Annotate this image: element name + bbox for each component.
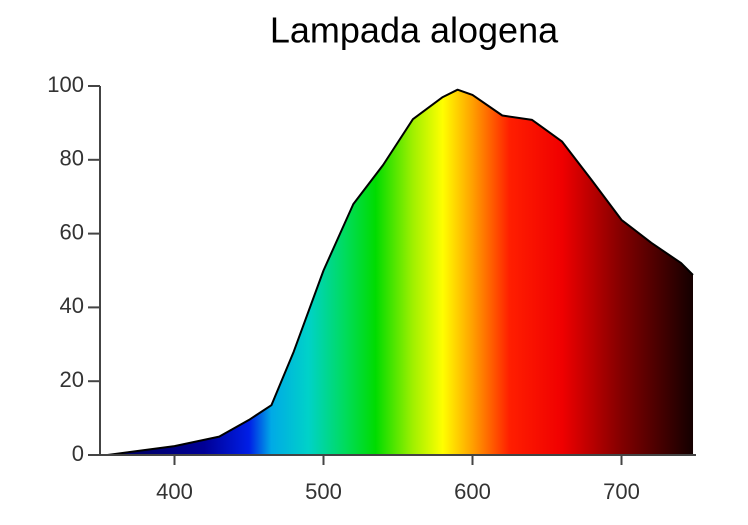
y-tick-label: 80 [60,146,84,171]
area-line [107,88,694,456]
x-tick-label: 400 [156,479,193,504]
y-tick-label: 100 [47,72,84,97]
y-tick-label: 20 [60,367,84,392]
y-tick-label: 60 [60,219,84,244]
y-tick-label: 0 [72,441,84,466]
x-tick-label: 500 [305,479,342,504]
chart-title: Lampada alogena [270,10,559,51]
area-fill [107,89,694,455]
y-tick-label: 40 [60,293,84,318]
x-tick-label: 600 [454,479,491,504]
x-tick-label: 700 [603,479,640,504]
